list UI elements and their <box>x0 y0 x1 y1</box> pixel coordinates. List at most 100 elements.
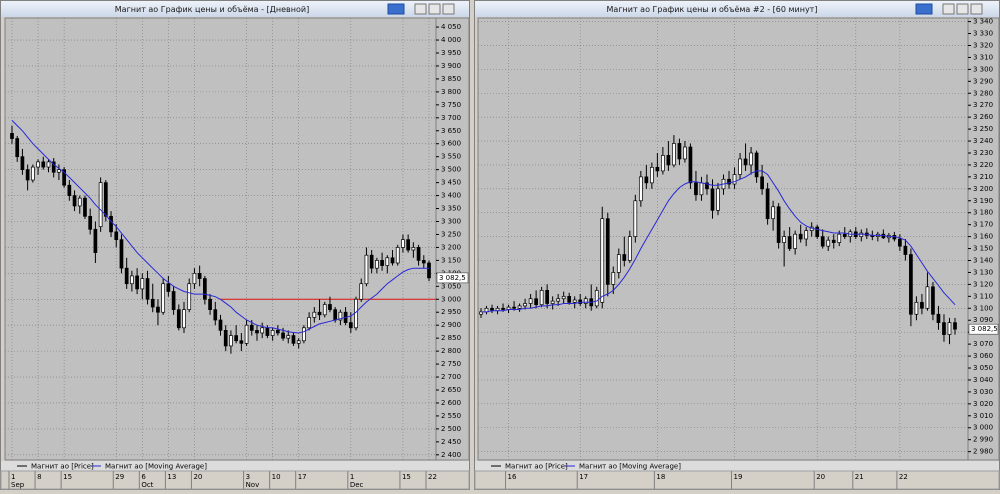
candle-body <box>15 138 20 158</box>
candle-body <box>145 278 150 300</box>
pin-button[interactable] <box>915 3 933 15</box>
candle-body <box>793 233 798 249</box>
x-tick-label: 19 <box>734 473 743 481</box>
candle-body <box>545 290 549 304</box>
candle-body <box>72 195 77 207</box>
y-tick-label: 2 650 <box>441 386 461 394</box>
candle-body <box>859 232 864 237</box>
candle-body <box>416 247 421 261</box>
minimize-button[interactable] <box>942 3 955 15</box>
candle-body <box>655 166 660 172</box>
candle-body <box>909 254 913 315</box>
candle-body <box>406 239 410 251</box>
candle-body <box>672 143 676 166</box>
candle-body <box>749 152 753 166</box>
candle-body <box>192 272 197 285</box>
y-tick-label: 3 340 <box>973 18 993 26</box>
maximize-button[interactable] <box>956 3 969 15</box>
y-tick-label: 3 200 <box>973 185 993 193</box>
y-tick-label: 2 550 <box>441 412 461 420</box>
candle-body <box>10 133 14 139</box>
candle-body <box>166 283 171 292</box>
y-tick-label: 2 400 <box>441 451 461 459</box>
last-price-box <box>968 323 999 335</box>
x-tick-label: 1 <box>350 473 354 481</box>
candle-body <box>517 305 522 309</box>
candle-body <box>270 330 275 336</box>
candle-body <box>390 257 395 264</box>
maximize-button[interactable] <box>428 3 441 15</box>
candle-body <box>842 233 847 237</box>
x-tick-label: 21 <box>855 473 864 481</box>
candle-body <box>914 301 919 315</box>
candle-body <box>754 152 759 178</box>
candle-body <box>286 335 291 339</box>
candle-body <box>249 324 254 331</box>
y-axis-area <box>435 17 470 461</box>
candle-body <box>661 155 665 172</box>
y-tick-label: 2 990 <box>973 436 993 444</box>
candle-body <box>401 239 405 248</box>
candle-body <box>743 158 748 166</box>
candle-body <box>512 306 516 309</box>
candle-body <box>427 262 431 279</box>
y-tick-label: 3 500 <box>441 166 461 174</box>
candle-body <box>710 188 715 211</box>
candle-body <box>234 335 238 342</box>
candle-body <box>738 158 742 175</box>
candle-body <box>150 298 155 308</box>
y-tick-label: 3 800 <box>441 88 461 96</box>
y-tick-label: 3 070 <box>973 340 993 348</box>
pin-button[interactable] <box>387 3 405 15</box>
y-tick-label: 3 160 <box>973 233 993 241</box>
candle-body <box>501 307 505 310</box>
candle-body <box>782 236 786 243</box>
candle-body <box>787 236 792 249</box>
candle-body <box>716 188 720 211</box>
candle-body <box>616 254 621 273</box>
y-axis-area <box>967 17 1000 461</box>
candle-body <box>83 197 87 217</box>
candle-body <box>600 218 605 303</box>
y-tick-label: 3 110 <box>973 292 993 300</box>
y-tick-label: 2 750 <box>441 360 461 368</box>
y-tick-label: 4 000 <box>441 36 461 44</box>
y-tick-label: 2 700 <box>441 373 461 381</box>
y-tick-label: 3 900 <box>441 62 461 70</box>
legend-label: Магнит ао [Moving Average] <box>105 463 207 471</box>
x-axis-area <box>0 470 470 490</box>
y-tick-label: 3 550 <box>441 153 461 161</box>
window-title: Магнит ао График цены и объёма #2 - [60 … <box>607 5 818 14</box>
legend-label: Магнит ао [Price] <box>505 463 568 471</box>
minimize-button[interactable] <box>414 3 427 15</box>
y-tick-label: 3 170 <box>973 221 993 229</box>
candle-body <box>395 247 400 264</box>
candle-body <box>385 257 390 266</box>
legend-label: Магнит ао [Price] <box>31 463 94 471</box>
month-label: Dec <box>350 481 364 489</box>
x-tick-label: 6 <box>141 473 146 481</box>
candle-body <box>124 267 129 285</box>
candle-body <box>760 176 764 190</box>
candle-body <box>920 301 924 309</box>
y-tick-label: 2 900 <box>441 321 461 329</box>
candle-body <box>275 330 280 334</box>
candle-body <box>171 291 176 310</box>
candle-body <box>798 233 803 240</box>
y-tick-label: 3 270 <box>973 101 993 109</box>
candle-body <box>182 309 186 329</box>
y-tick-label: 3 190 <box>973 197 993 205</box>
y-tick-label: 3 250 <box>441 230 461 238</box>
candle-body <box>317 311 322 316</box>
candle-body <box>644 176 649 184</box>
y-tick-label: 3 020 <box>973 400 993 408</box>
candle-body <box>605 218 610 285</box>
y-tick-label: 3 010 <box>973 412 993 420</box>
close-button[interactable] <box>442 3 455 15</box>
candle-body <box>307 317 311 329</box>
close-button[interactable] <box>970 3 983 15</box>
candle-body <box>103 182 108 217</box>
y-tick-label: 2 600 <box>441 399 461 407</box>
candle-body <box>369 254 374 269</box>
